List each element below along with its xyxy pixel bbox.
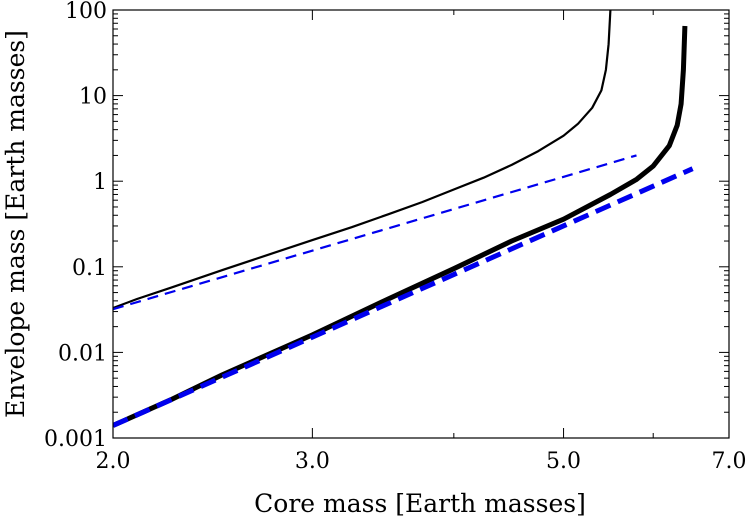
- y-tick-label: 10: [79, 85, 107, 110]
- y-tick-label: 1: [93, 170, 107, 195]
- y-tick-label: 0.01: [58, 341, 107, 366]
- y-tick-label: 0.001: [44, 427, 107, 452]
- x-tick-label: 2.0: [96, 449, 131, 474]
- x-axis-label: Core mass [Earth masses]: [254, 489, 586, 518]
- ticks-layer: [112, 9, 730, 439]
- plot-frame: [112, 9, 730, 439]
- x-tick-label: 3.0: [295, 449, 330, 474]
- x-tick-label: 5.0: [546, 449, 581, 474]
- x-tick-label: 7.0: [712, 449, 747, 474]
- series-line-1-solid-thin: [113, 10, 612, 310]
- tick-labels-layer: 2.0 3.0 5.0 7.0 0.001 0.01 0.1 1 10 100: [44, 0, 746, 474]
- y-axis-label: Envelope mass [Earth masses]: [1, 30, 30, 418]
- y-tick-label: 0.1: [72, 256, 107, 281]
- y-tick-label: 100: [65, 0, 107, 24]
- curves-layer: [113, 10, 694, 428]
- series-line-4-dashed-thick: [113, 166, 694, 428]
- series-line-2-dashed-thin: [113, 154, 637, 311]
